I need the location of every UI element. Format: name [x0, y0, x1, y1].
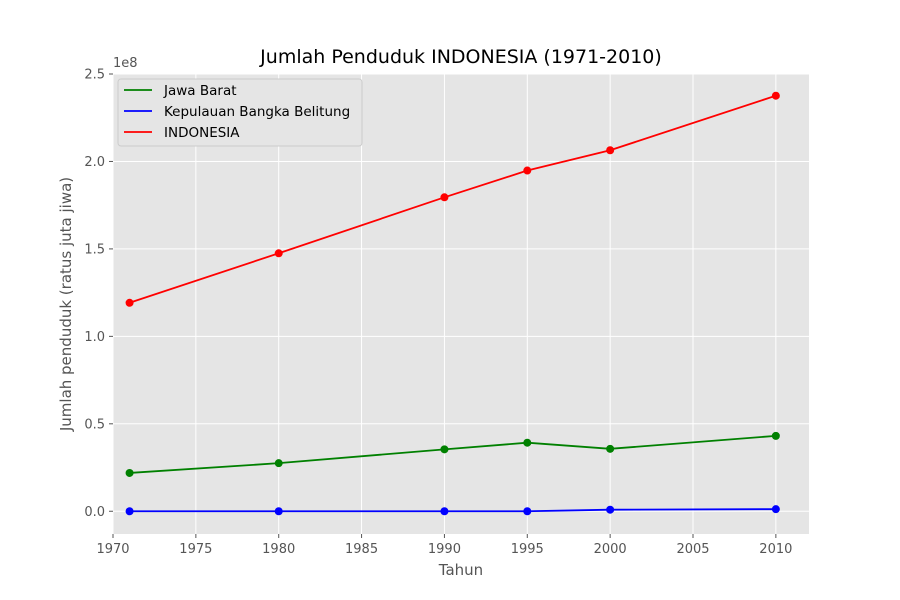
x-tick-label: 1970: [96, 542, 129, 557]
data-point: [523, 438, 532, 447]
y-tick-label: 1.0: [84, 330, 105, 345]
legend-label: Kepulauan Bangka Belitung: [164, 104, 350, 120]
data-point: [440, 445, 449, 454]
data-point: [125, 468, 134, 477]
y-tick-label: 1.5: [84, 242, 105, 257]
data-point: [125, 298, 134, 307]
data-point: [771, 91, 780, 100]
series-line: [129, 508, 776, 513]
grid: [112, 73, 809, 534]
data-point: [125, 507, 134, 516]
y-tick-label: 0.5: [84, 417, 105, 432]
data-point: [606, 146, 615, 155]
data-point: [606, 444, 615, 453]
data-point: [274, 459, 283, 468]
x-tick-label: 1995: [511, 542, 544, 557]
x-tick-label: 2005: [676, 542, 709, 557]
data-point: [274, 507, 283, 516]
series-line: [129, 434, 776, 474]
x-tick-label: 2000: [594, 542, 627, 557]
data-point: [523, 507, 532, 516]
y-axis-title: Jumlah penduduk (ratus juta jiwa): [57, 177, 75, 432]
y-axis-ticks: 0.0 0.5 1.0 1.5 2.0 2.5: [84, 68, 113, 520]
x-tick-label: 1985: [345, 542, 378, 557]
data-point: [440, 193, 449, 202]
series-line: [129, 94, 777, 304]
y-tick-label: 0.0: [84, 505, 105, 520]
legend-label: INDONESIA: [164, 125, 240, 141]
series-lines: [125, 91, 780, 516]
data-point: [606, 505, 615, 514]
y-offset-label: 1e8: [113, 56, 138, 71]
x-tick-label: 1980: [262, 542, 295, 557]
x-tick-label: 1990: [428, 542, 461, 557]
x-axis-title: Tahun: [438, 561, 483, 579]
legend: Jawa Barat Kepulauan Bangka Belitung INDON…: [117, 78, 363, 147]
x-tick-label: 1975: [179, 542, 212, 557]
x-axis-ticks: 1970 1975 1980 1985 1990 1995 2000 2005 2010: [96, 534, 792, 557]
data-point: [440, 507, 449, 516]
legend-box: [117, 78, 363, 147]
y-tick-label: 2.0: [84, 155, 105, 170]
data-point: [771, 505, 780, 514]
legend-label: Jawa Barat: [163, 83, 237, 99]
data-point: [771, 431, 780, 440]
y-tick-label: 2.5: [84, 68, 105, 83]
x-tick-label: 2010: [759, 542, 792, 557]
chart-title: Jumlah Penduduk INDONESIA (1971-2010): [259, 46, 662, 68]
data-point: [523, 166, 532, 175]
data-point: [274, 249, 283, 258]
